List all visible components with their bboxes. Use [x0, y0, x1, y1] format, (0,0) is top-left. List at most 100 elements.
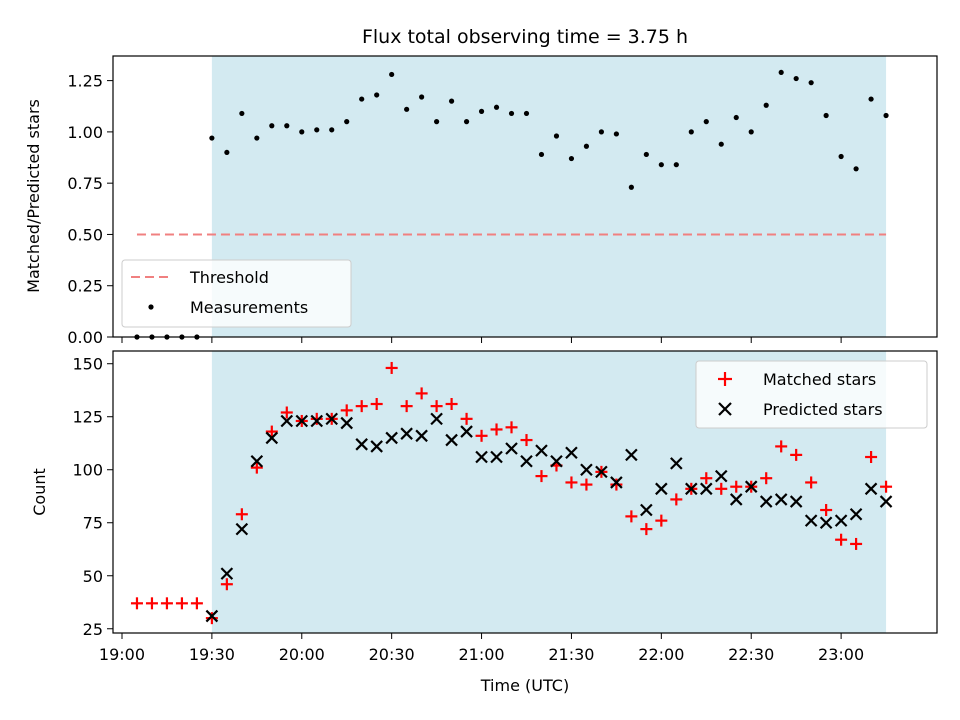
predicted-star-stroke	[700, 482, 713, 496]
predicted-star-point	[340, 416, 353, 430]
predicted-star-point	[849, 507, 863, 521]
matched-star-point	[340, 404, 353, 417]
matched-star-point	[730, 480, 743, 493]
predicted-star-point	[595, 465, 608, 479]
predicted-star-stroke	[445, 433, 458, 447]
matched-star-point	[370, 398, 383, 411]
measurement-point	[583, 143, 590, 149]
matched-star-point	[670, 493, 683, 506]
legend-matched-swatch	[718, 372, 732, 386]
x-tick-label: 19:00	[99, 645, 145, 664]
measurement-point	[448, 98, 455, 104]
measurement-point	[733, 114, 739, 121]
x-tick-label: 21:30	[548, 645, 594, 664]
predicted-star-stroke	[819, 516, 833, 530]
predicted-star-stroke	[849, 507, 863, 521]
matched-star-point	[625, 510, 638, 523]
measurement-point	[523, 110, 530, 117]
measurement-point	[224, 149, 230, 156]
predicted-star-stroke	[595, 465, 608, 479]
measurement-point	[344, 119, 350, 125]
predicted-star-stroke	[220, 567, 234, 580]
predicted-star-stroke	[640, 503, 653, 517]
predicted-star-point	[744, 480, 758, 493]
predicted-star-point	[864, 482, 878, 496]
matched-star-point	[190, 597, 203, 610]
matched-star-point	[655, 514, 668, 527]
predicted-star-stroke	[250, 454, 264, 468]
predicted-star-stroke	[265, 431, 279, 445]
bottom-y-tick-label: 25	[83, 620, 103, 639]
measurement-point	[823, 112, 829, 119]
matched-star-point	[310, 412, 323, 425]
measurement-point	[329, 127, 335, 133]
predicted-star-point	[640, 503, 653, 517]
measurement-point	[808, 80, 814, 86]
predicted-star-point	[729, 493, 743, 506]
predicted-star-stroke	[744, 480, 758, 493]
predicted-star-point	[475, 450, 488, 464]
predicted-star-point	[685, 482, 698, 496]
predicted-stars-points	[205, 412, 893, 623]
predicted-star-point	[235, 522, 249, 536]
measurement-point	[688, 129, 694, 135]
matched-star-point	[265, 425, 278, 438]
matched-star-point	[775, 440, 788, 453]
top-y-tick-label: 0.50	[67, 225, 103, 244]
measurement-point	[284, 123, 290, 129]
measurement-point	[374, 92, 380, 98]
predicted-star-stroke	[655, 482, 668, 496]
matched-star-point	[835, 533, 848, 546]
predicted-star-point	[774, 493, 788, 506]
matched-star-point	[280, 406, 293, 419]
predicted-star-stroke	[490, 450, 503, 464]
top-legend: Threshold Measurements	[121, 259, 352, 328]
measurement-point	[299, 129, 305, 135]
measurement-point	[793, 75, 799, 82]
measurement-point	[778, 69, 784, 76]
predicted-star-point	[580, 463, 593, 477]
predicted-star-point	[250, 454, 264, 468]
predicted-star-stroke	[550, 454, 563, 468]
bottom-plot-frame	[112, 350, 938, 634]
bottom-legend: Matched stars Predicted stars	[695, 360, 928, 429]
matched-star-point	[445, 398, 458, 411]
measurement-point	[643, 151, 649, 158]
matched-star-point	[145, 597, 158, 610]
predicted-star-point	[205, 609, 219, 623]
top-y-tick-label: 1.25	[67, 72, 103, 91]
predicted-star-stroke	[610, 476, 623, 489]
predicted-star-stroke	[535, 444, 548, 457]
measurement-point	[404, 106, 410, 112]
bottom-y-tick-label: 50	[83, 567, 103, 586]
predicted-star-point	[400, 427, 413, 440]
measurement-point	[553, 133, 560, 139]
matched-star-point	[880, 480, 893, 493]
predicted-star-stroke	[460, 425, 473, 438]
predicted-star-point	[655, 482, 668, 496]
measurement-point	[838, 153, 844, 160]
predicted-star-point	[490, 450, 503, 464]
matched-star-point	[865, 451, 878, 464]
predicted-star-point	[385, 431, 398, 445]
legend-threshold-label: Threshold	[189, 268, 269, 287]
predicted-star-point	[445, 433, 458, 447]
measurement-point	[703, 119, 709, 125]
predicted-star-point	[550, 454, 563, 468]
measurement-point	[463, 119, 470, 125]
predicted-star-stroke	[625, 448, 638, 462]
matched-star-point	[700, 472, 713, 485]
legend-matched-label: Matched stars	[763, 370, 876, 389]
bottom-legend-box	[695, 360, 928, 429]
predicted-star-point	[415, 429, 428, 443]
predicted-star-point	[819, 516, 833, 530]
measurement-point	[254, 135, 260, 141]
predicted-star-stroke	[565, 446, 578, 460]
measurement-point	[538, 151, 545, 158]
measurement-point	[628, 184, 634, 190]
matched-star-point	[400, 400, 413, 413]
measurement-point	[868, 96, 874, 102]
legend-measurement-swatch	[148, 304, 154, 310]
measurement-point	[658, 162, 664, 168]
